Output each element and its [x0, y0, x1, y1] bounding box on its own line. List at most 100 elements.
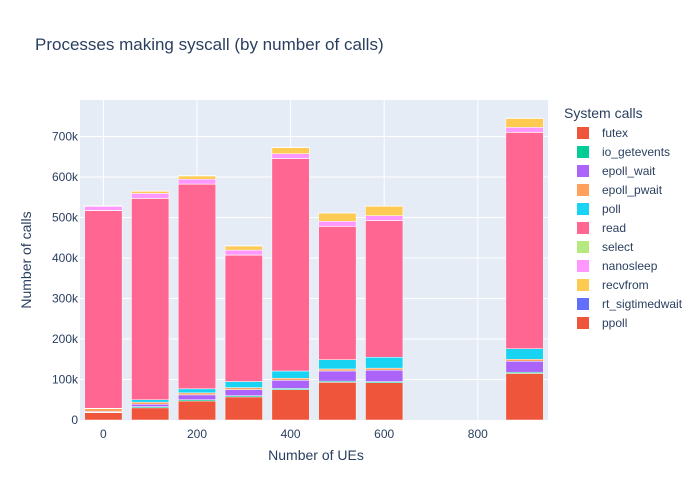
legend-swatch: [577, 298, 589, 310]
bar-segment-nanosleep[interactable]: [131, 193, 170, 199]
legend-label: ppoll: [602, 316, 627, 330]
legend-item-ppoll[interactable]: ppoll: [577, 316, 627, 330]
bar-segment-epoll_pwait[interactable]: [131, 401, 170, 405]
bar-segment-epoll_wait[interactable]: [318, 370, 357, 382]
bar-segment-nanosleep[interactable]: [178, 178, 216, 185]
bar-segment-poll[interactable]: [178, 388, 216, 394]
bar-segment-read[interactable]: [505, 132, 544, 349]
y-tick-label: 600k: [52, 170, 79, 184]
bar-segment-recvfrom[interactable]: [131, 191, 170, 194]
legend-label: futex: [602, 126, 628, 140]
legend-swatch: [577, 165, 589, 177]
legend-title: System calls: [564, 105, 643, 121]
bar-segment-recvfrom[interactable]: [178, 175, 216, 180]
legend-swatch: [577, 146, 589, 158]
x-axis-ticks: 0 200 400 600 800: [100, 427, 488, 441]
y-tick-label: 500k: [52, 210, 79, 224]
legend-item-epoll_pwait[interactable]: epoll_pwait: [577, 183, 663, 197]
bar-segment-nanosleep[interactable]: [505, 127, 544, 133]
legend-swatch: [577, 279, 589, 291]
bar-segment-poll[interactable]: [271, 370, 310, 379]
bar-segment-nanosleep[interactable]: [271, 153, 310, 159]
legend-item-io_getevents[interactable]: io_getevents: [577, 145, 670, 159]
y-axis-label: Number of calls: [18, 211, 34, 308]
legend-swatch: [577, 260, 589, 272]
legend-label: recvfrom: [602, 278, 649, 292]
bar-segment-recvfrom[interactable]: [224, 245, 263, 251]
legend-swatch: [577, 127, 589, 139]
bar-segment-nanosleep[interactable]: [224, 249, 263, 256]
bar-segment-epoll_wait[interactable]: [271, 380, 310, 389]
legend-item-poll[interactable]: poll: [577, 202, 621, 216]
bar-segment-nanosleep[interactable]: [318, 221, 357, 227]
bar-segment-epoll_pwait[interactable]: [271, 378, 310, 381]
bar-segment-epoll_wait[interactable]: [131, 403, 170, 407]
y-tick-label: 100k: [52, 372, 79, 386]
legend-label: select: [602, 240, 634, 254]
x-axis-label: Number of UEs: [268, 447, 364, 463]
legend-label: epoll_pwait: [602, 183, 663, 197]
bar-segment-epoll_pwait[interactable]: [224, 387, 263, 390]
y-tick-label: 400k: [52, 251, 79, 265]
bar-segment-epoll_pwait[interactable]: [365, 367, 404, 371]
legend-swatch: [577, 317, 589, 329]
x-tick-label: 600: [374, 427, 394, 441]
legend-item-read[interactable]: read: [577, 221, 626, 235]
bar-segment-futex[interactable]: [178, 400, 216, 421]
legend-item-recvfrom[interactable]: recvfrom: [577, 278, 649, 292]
legend-item-rt_sigtimedwait[interactable]: rt_sigtimedwait: [577, 297, 683, 311]
legend-label: io_getevents: [602, 145, 670, 159]
legend-item-futex[interactable]: futex: [577, 126, 628, 140]
bar-segment-read[interactable]: [84, 210, 123, 409]
bar-segment-futex[interactable]: [84, 412, 123, 421]
y-tick-label: 0: [71, 413, 78, 427]
legend-swatch: [577, 241, 589, 253]
bar-segment-recvfrom[interactable]: [318, 212, 357, 222]
bar-segment-epoll_pwait[interactable]: [178, 392, 216, 396]
bar-segment-epoll_pwait[interactable]: [318, 368, 357, 372]
bar-segment-futex[interactable]: [224, 396, 263, 421]
legend-item-select[interactable]: select: [577, 240, 634, 254]
bar-segment-read[interactable]: [224, 254, 263, 382]
bar-segment-recvfrom[interactable]: [365, 206, 404, 216]
bar-segment-futex[interactable]: [131, 407, 170, 421]
bar-segment-poll[interactable]: [318, 359, 357, 370]
chart-title: Processes making syscall (by number of c…: [35, 35, 384, 54]
x-tick-label: 0: [100, 427, 107, 441]
bar-segment-poll[interactable]: [224, 381, 263, 388]
y-axis-ticks: 0 100k 200k 300k 400k 500k 600k 700k: [52, 129, 79, 427]
bar-segment-nanosleep[interactable]: [84, 206, 123, 211]
legend-item-epoll_wait[interactable]: epoll_wait: [577, 164, 656, 178]
bar-segment-read[interactable]: [131, 198, 170, 400]
bar-segment-poll[interactable]: [365, 356, 404, 369]
bar-segment-epoll_wait[interactable]: [224, 389, 263, 396]
y-tick-label: 300k: [52, 291, 79, 305]
bar-segment-recvfrom[interactable]: [271, 147, 310, 154]
bar-segment-nanosleep[interactable]: [365, 215, 404, 221]
x-tick-label: 400: [281, 427, 301, 441]
bar-segment-read[interactable]: [271, 158, 310, 372]
legend-label: poll: [602, 202, 621, 216]
bar-segment-read[interactable]: [318, 226, 357, 360]
bar-segment-read[interactable]: [365, 220, 404, 358]
legend-label: epoll_wait: [602, 164, 656, 178]
y-tick-label: 200k: [52, 332, 79, 346]
legend[interactable]: System calls futex io_getevents epoll_wait…: [564, 105, 683, 330]
bar-segment-futex[interactable]: [505, 373, 544, 421]
bar-segment-epoll_wait[interactable]: [365, 369, 404, 382]
bar-segment-futex[interactable]: [318, 382, 357, 421]
bar-segment-recvfrom[interactable]: [505, 118, 544, 128]
bar-segment-epoll_wait[interactable]: [505, 361, 544, 373]
bars: [84, 117, 544, 421]
bar-segment-futex[interactable]: [365, 382, 404, 421]
bar-segment-futex[interactable]: [271, 389, 310, 421]
bar-segment-epoll_pwait[interactable]: [84, 408, 123, 412]
legend-item-nanosleep[interactable]: nanosleep: [577, 259, 658, 273]
bar-segment-poll[interactable]: [505, 348, 544, 360]
bar-segment-epoll_pwait[interactable]: [505, 358, 544, 362]
bar-segment-read[interactable]: [178, 184, 216, 390]
bar-segment-epoll_wait[interactable]: [178, 394, 216, 400]
bar-segment-poll[interactable]: [131, 399, 170, 403]
x-tick-label: 800: [468, 427, 488, 441]
